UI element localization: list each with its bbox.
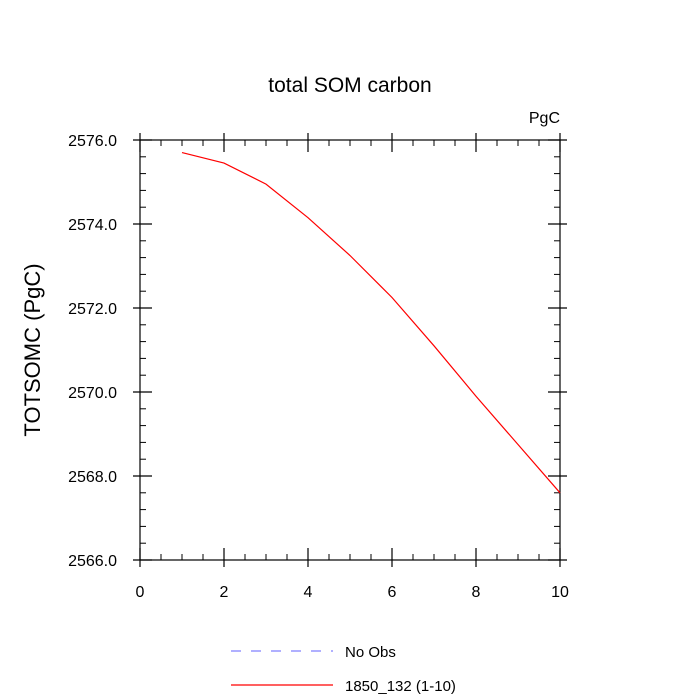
y-tick-label: 2568.0 [68,469,117,486]
x-tick-label: 4 [304,584,313,601]
y-tick-label: 2574.0 [68,217,117,234]
series-layer [181,152,561,494]
series-line [181,152,561,494]
axis-ticks: 0 2 4 6 8 10 2566.0 2568.0 2570.0 2572.0 2574.0 257… [68,133,569,601]
x-tick-label: 2 [220,584,229,601]
plot-frame [139,139,561,561]
y-axis-label: TOTSOMC (PgC) [20,263,45,436]
legend: No Obs 1850_132 (1-10) [231,644,456,695]
legend-label: 1850_132 (1-10) [345,678,456,695]
y-tick-label: 2570.0 [68,385,117,402]
x-tick-label: 0 [136,584,145,601]
y-tick-label: 2576.0 [68,133,117,150]
y-tick-label: 2572.0 [68,301,117,318]
x-tick-label: 10 [551,584,569,601]
y-tick-label: 2566.0 [68,553,117,570]
chart-title: total SOM carbon [268,74,431,97]
legend-label: No Obs [345,644,396,661]
x-tick-label: 8 [472,584,481,601]
x-tick-label: 6 [388,584,397,601]
units-label: PgC [529,110,560,127]
